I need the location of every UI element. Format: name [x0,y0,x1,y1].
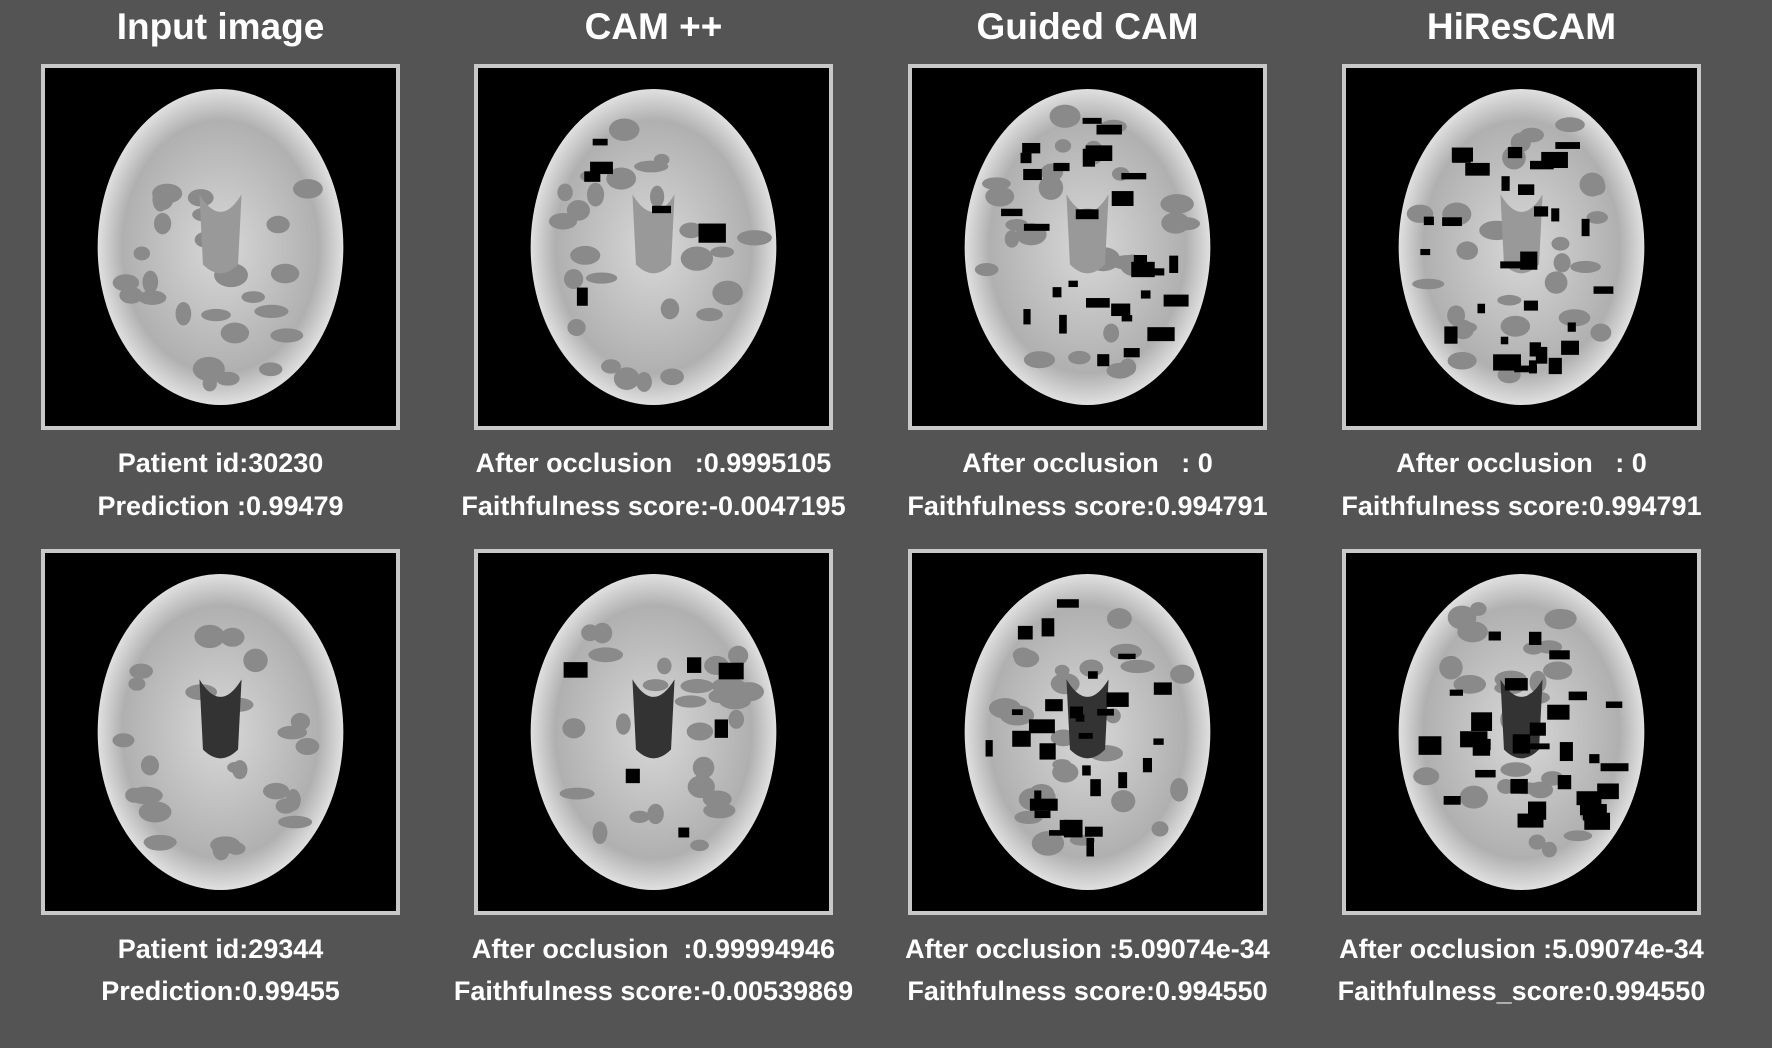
image-panel [474,64,833,430]
caption: Faithfulness score:-0.0047195 [461,491,846,521]
image-panel [41,549,400,915]
caption: After occlusion :5.09074e-34 [905,934,1270,964]
caption: After occlusion :5.09074e-34 [1339,934,1704,964]
caption: Faithfulness score:0.994550 [907,976,1268,1006]
caption: Prediction:0.99455 [101,976,340,1006]
image-panel [908,64,1267,430]
brain-scan [1398,89,1645,405]
column-header: Guided CAM [976,6,1199,47]
caption: Patient id:29344 [117,934,324,964]
caption: Faithfulness score:0.994791 [1341,491,1702,521]
image-panel [908,549,1267,915]
caption: Faithfulness score:0.994791 [907,491,1268,521]
brain-scan [1398,574,1645,890]
image-panel [1342,549,1701,915]
image-panel [1342,64,1701,430]
caption: After occlusion : 0 [962,448,1213,478]
image-panel [41,64,400,430]
caption: After occlusion :0.99994946 [471,934,836,964]
column-header: CAM ++ [584,6,723,47]
caption: Prediction :0.99479 [97,491,344,521]
brain-scan [97,574,344,890]
brain-scan [964,574,1211,890]
brain-scan [97,89,344,405]
image-panel [474,549,833,915]
caption: Patient id:30230 [117,448,324,478]
brain-scan [530,89,777,405]
column-header: HiResCAM [1426,6,1617,47]
brain-scan [530,574,777,890]
caption: After occlusion :0.9995105 [475,448,832,478]
brain-scan [964,89,1211,405]
caption: Faithfulness_score:0.994550 [1337,976,1706,1006]
column-header: Input image [116,6,325,47]
caption: Faithfulness score:-0.00539869 [453,976,854,1006]
caption: After occlusion : 0 [1396,448,1647,478]
